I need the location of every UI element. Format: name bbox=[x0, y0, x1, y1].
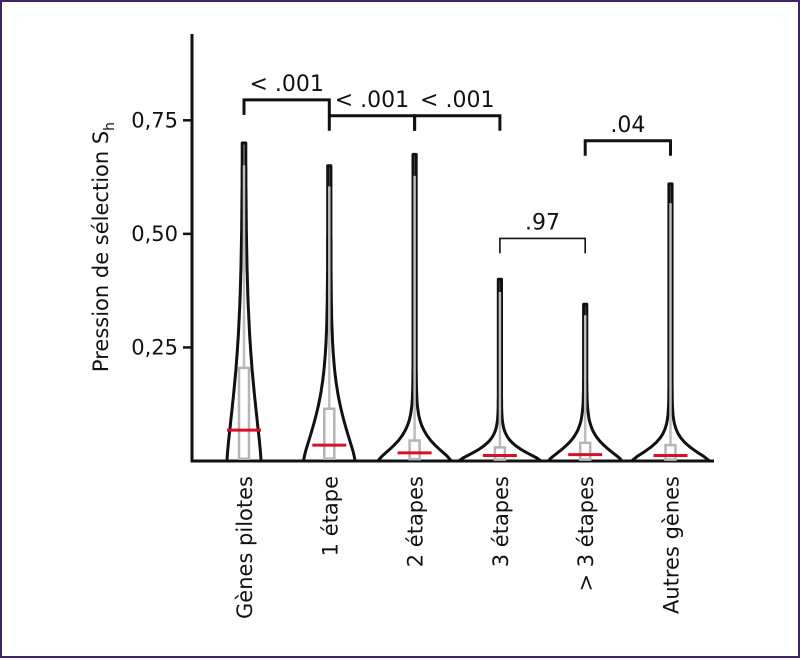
significance-bracket: < .001 bbox=[413, 88, 502, 131]
significance-bracket: .04 bbox=[583, 113, 672, 156]
y-axis-title-main: Pression de sélection S bbox=[89, 131, 113, 372]
bracket-line bbox=[413, 114, 502, 131]
category-label: 3 étapes bbox=[489, 476, 513, 567]
category-label: Gènes pilotes bbox=[233, 476, 257, 619]
violin-group bbox=[376, 152, 453, 463]
violin-box bbox=[237, 366, 251, 460]
p-value-label: .04 bbox=[610, 113, 645, 138]
violin-box bbox=[578, 441, 592, 461]
bracket-line bbox=[499, 237, 586, 254]
y-ticks: 0,25 0,50 0,75 bbox=[131, 108, 192, 359]
y-tick-label: 0,50 bbox=[131, 222, 178, 246]
violin-group bbox=[546, 302, 624, 463]
significance-bracket: < .001 bbox=[327, 88, 417, 131]
bracket-line bbox=[242, 98, 331, 115]
significance-bracket: < .001 bbox=[242, 72, 331, 115]
violin-group bbox=[302, 164, 357, 463]
y-tick-label: 0,25 bbox=[131, 335, 178, 359]
category-label: 2 étapes bbox=[404, 476, 428, 567]
violin-box bbox=[408, 439, 421, 461]
bracket-line bbox=[583, 139, 672, 156]
p-value-label: < .001 bbox=[420, 88, 494, 113]
significance-bracket: .97 bbox=[499, 210, 586, 254]
category-label: > 3 étapes bbox=[574, 476, 598, 592]
violins bbox=[225, 141, 711, 463]
violin-box bbox=[493, 446, 507, 461]
category-labels: Gènes pilotes 1 étape 2 étapes 3 étapes > 3 … bbox=[233, 476, 684, 619]
violin-box bbox=[664, 443, 677, 461]
p-value-label: .97 bbox=[525, 210, 560, 235]
y-axis-title-subscript: h bbox=[102, 122, 118, 131]
y-axis-title: Pression de sélection Sh bbox=[89, 122, 118, 372]
p-value-label: < .001 bbox=[249, 72, 323, 97]
significance-brackets: < .001 < .001 < .001 .97 .04 bbox=[242, 72, 672, 254]
bracket-line bbox=[327, 114, 417, 131]
category-label: 1 étape bbox=[318, 476, 342, 556]
violin-group bbox=[630, 182, 711, 463]
category-label: Autres gènes bbox=[660, 476, 684, 614]
p-value-label: < .001 bbox=[335, 88, 409, 113]
violin-group bbox=[457, 277, 543, 463]
violin-box bbox=[323, 407, 336, 460]
violin-group bbox=[225, 141, 263, 463]
y-tick-label: 0,75 bbox=[131, 108, 178, 132]
